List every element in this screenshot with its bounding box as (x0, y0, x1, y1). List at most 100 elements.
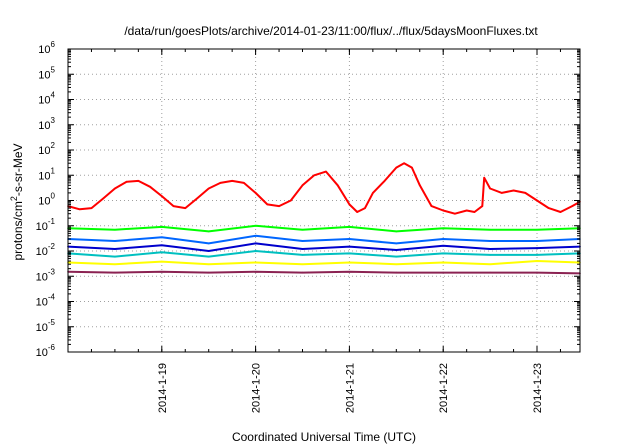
y-tick-labels: 10-610-510-410-310-210-11001011021031041… (36, 40, 56, 359)
y-tick-label: 100 (38, 192, 55, 208)
y-tick-base: 10 (36, 271, 48, 283)
x-tick-label: 2014-1-20 (251, 363, 263, 413)
chart-title: /data/run/goesPlots/archive/2014-01-23/1… (124, 24, 538, 38)
series-point (524, 192, 527, 194)
series-point (254, 261, 257, 264)
series-point (102, 197, 104, 200)
series-point (348, 238, 351, 240)
series-point (395, 263, 398, 266)
series-point (114, 248, 116, 250)
series-point (501, 192, 503, 194)
series-point (473, 211, 476, 213)
y-tick-base: 10 (36, 221, 48, 233)
series-point (301, 248, 304, 250)
series-point (301, 228, 304, 231)
y-tick-base: 10 (36, 297, 48, 309)
grid (68, 49, 580, 352)
y-axis-label-pre: protons/cm (11, 201, 25, 260)
series-point (442, 245, 445, 247)
series-point (395, 271, 398, 274)
y-tick-exp: -2 (48, 242, 56, 251)
series-point (489, 240, 491, 242)
series-point (196, 197, 198, 200)
series-point (547, 207, 550, 209)
series-point (348, 252, 351, 255)
series-point (161, 226, 163, 228)
series-point (372, 192, 374, 194)
y-axis-label: protons/cm2-s-sr-MeV (9, 143, 25, 260)
series-point (207, 255, 210, 258)
series-point (243, 182, 245, 184)
series-point (254, 225, 257, 227)
y-tick-label: 102 (38, 141, 55, 157)
y-tick-exp: -3 (48, 267, 56, 276)
series-point (348, 245, 351, 248)
series-point (536, 240, 538, 242)
series-point (207, 187, 210, 190)
y-tick-base: 10 (38, 69, 50, 81)
x-tick-label: 2014-1-21 (344, 363, 356, 413)
series-point (207, 230, 210, 233)
series-point (161, 244, 163, 246)
series-point (489, 263, 491, 266)
y-tick-exp: 5 (51, 65, 56, 74)
series-point (348, 226, 351, 228)
series-point (403, 162, 405, 164)
series-point (536, 199, 538, 202)
series-point (489, 248, 491, 250)
y-tick-label: 10-5 (36, 318, 56, 334)
series-point (219, 182, 222, 184)
series-point (114, 228, 116, 231)
y-tick-label: 10-6 (36, 343, 56, 359)
series-point (536, 260, 538, 262)
series-line-5 (67, 260, 581, 266)
series-line-1 (67, 224, 581, 233)
x-tick-label: 2014-1-19 (157, 363, 169, 413)
series-point (536, 271, 538, 274)
x-axis-label: Coordinated Universal Time (UTC) (232, 430, 416, 444)
series-point (348, 261, 351, 264)
y-tick-exp: 6 (51, 40, 56, 49)
series-point (301, 254, 304, 256)
series-point (411, 166, 413, 169)
series-point (489, 254, 491, 256)
y-tick-exp: 4 (51, 91, 56, 100)
y-tick-label: 101 (38, 166, 55, 182)
series-point (184, 207, 187, 209)
series-point (301, 263, 304, 266)
y-tick-exp: -6 (48, 343, 56, 352)
series-point (442, 252, 445, 255)
x-tick-label: 2014-1-22 (438, 363, 450, 413)
y-tick-label: 103 (38, 116, 55, 132)
series-point (559, 211, 562, 213)
series-point (383, 180, 386, 182)
y-tick-label: 105 (38, 65, 55, 81)
series-point (137, 180, 140, 182)
series-point (172, 205, 175, 207)
series-point (207, 263, 210, 266)
y-tick-exp: -4 (48, 293, 56, 302)
series-point (125, 181, 128, 183)
y-tick-base: 10 (38, 44, 50, 56)
series-point (114, 263, 116, 266)
series-point (114, 240, 116, 242)
series-point (254, 242, 257, 245)
series-point (114, 271, 116, 274)
series-point (348, 203, 351, 206)
y-tick-label: 104 (38, 91, 55, 107)
x-tick-labels: 2014-1-19 2014-1-20 2014-1-21 2014-1-22 2014… (157, 363, 544, 413)
series-point (442, 261, 445, 264)
series-line-0 (67, 162, 581, 215)
series-point (266, 203, 269, 206)
series-line-6 (67, 270, 581, 275)
x-tick-label: 2014-1-23 (532, 363, 544, 413)
series-line-3 (67, 242, 581, 252)
series-point (442, 209, 445, 212)
series-layer (67, 162, 581, 275)
series-point (536, 228, 538, 231)
series-point (395, 230, 398, 233)
y-tick-exp: 1 (51, 166, 56, 175)
y-tick-base: 10 (38, 170, 50, 182)
series-line-2 (67, 234, 581, 245)
